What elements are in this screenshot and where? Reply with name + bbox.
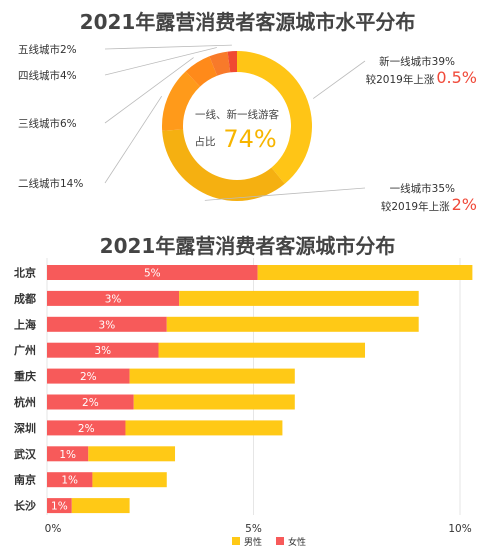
donut-note-value: 0.5% — [436, 68, 477, 87]
bar-segment-male — [158, 342, 366, 358]
bar-category-label: 武汉 — [14, 447, 37, 461]
bar-category-label: 成都 — [14, 291, 36, 305]
bar-segment-male — [257, 265, 473, 280]
donut-leader-line — [104, 57, 194, 124]
bar-segment-male — [166, 316, 419, 332]
donut-slice — [162, 71, 201, 131]
donut-leader-line — [312, 60, 366, 99]
bar-data-label: 1% — [59, 449, 76, 461]
bar-segment-male — [179, 290, 419, 306]
donut-slice — [237, 51, 312, 184]
bar-segment-male — [88, 446, 176, 462]
donut-note-prefix: 较2019年上涨 — [381, 200, 450, 213]
bar-data-label: 2% — [78, 423, 95, 435]
bar-segment-female — [47, 472, 93, 488]
bar-data-label: 3% — [94, 345, 111, 357]
bar-segment-female — [47, 316, 167, 332]
donut-slice — [209, 51, 231, 76]
donut-center-value: 74% — [223, 125, 276, 153]
donut-slice-note: 较2019年上涨 0.5% — [366, 68, 477, 87]
bar-segment-male — [129, 368, 295, 384]
bar-segment-female — [47, 290, 180, 306]
donut-slice-note: 较2019年上涨 2% — [381, 195, 477, 214]
bar-x-tick-label: 5% — [245, 523, 262, 535]
bar-category-label: 广州 — [14, 343, 36, 357]
bar-x-tick-label: 10% — [448, 523, 471, 535]
bar-category-label: 上海 — [14, 317, 36, 331]
bar-data-label: 1% — [51, 501, 68, 513]
bar-data-label: 3% — [105, 293, 122, 305]
bar-data-label: 2% — [82, 397, 99, 409]
donut-slice-label: 二线城市14% — [18, 177, 83, 190]
legend-label: 男性 — [244, 536, 262, 548]
donut-leader-line — [104, 95, 163, 184]
bar-segment-female — [47, 420, 126, 436]
bar-chart-title: 2021年露营消费者客源城市分布 — [99, 234, 396, 258]
legend-label: 女性 — [288, 536, 306, 548]
donut-leader-line — [104, 47, 217, 76]
bar-category-label: 北京 — [14, 266, 36, 280]
bar-segment-female — [47, 265, 258, 280]
bar-category-label: 深圳 — [14, 421, 36, 435]
bar-x-tick-label: 0% — [45, 523, 62, 535]
bar-segment-male — [133, 394, 295, 410]
donut-slice — [185, 56, 218, 87]
bar-category-label: 杭州 — [14, 395, 36, 409]
bar-segment-female — [47, 498, 72, 514]
donut-slice-label: 五线城市2% — [18, 43, 77, 56]
bar-data-label: 5% — [144, 268, 161, 280]
donut-note-value: 2% — [452, 195, 477, 214]
donut-slice-label: 三线城市6% — [18, 117, 77, 130]
bar-segment-female — [47, 446, 89, 462]
donut-slice — [162, 129, 285, 202]
bar-segment-female — [47, 342, 159, 358]
legend-swatch — [276, 537, 284, 545]
donut-center-label: 一线、新一线游客 — [195, 108, 279, 121]
bar-segment-female — [47, 368, 130, 384]
bar-segment-male — [71, 498, 130, 514]
bar-segment-male — [92, 472, 167, 488]
donut-chart-title: 2021年露营消费者客源城市水平分布 — [79, 10, 416, 34]
bar-segment-female — [47, 394, 134, 410]
legend-swatch — [232, 537, 240, 545]
donut-slice — [227, 51, 237, 73]
bar-data-label: 3% — [99, 319, 116, 331]
bar-category-label: 长沙 — [14, 499, 36, 513]
bar-data-label: 2% — [80, 371, 97, 383]
bar-data-label: 1% — [61, 475, 78, 487]
donut-leader-line — [104, 44, 232, 50]
bar-category-label: 重庆 — [14, 369, 36, 383]
donut-center-prefix: 占比 — [195, 135, 216, 148]
donut-slice-label: 一线城市35% — [390, 182, 455, 195]
bar-segment-male — [125, 420, 283, 436]
donut-slice-label: 四线城市4% — [18, 69, 77, 82]
donut-leader-line — [204, 187, 366, 201]
bar-category-label: 南京 — [14, 473, 36, 487]
donut-note-prefix: 较2019年上涨 — [366, 73, 435, 86]
donut-chart: 新一线城市39%较2019年上涨 0.5%一线城市35%较2019年上涨 2%二线城… — [18, 43, 477, 214]
donut-slice-label: 新一线城市39% — [379, 55, 455, 68]
